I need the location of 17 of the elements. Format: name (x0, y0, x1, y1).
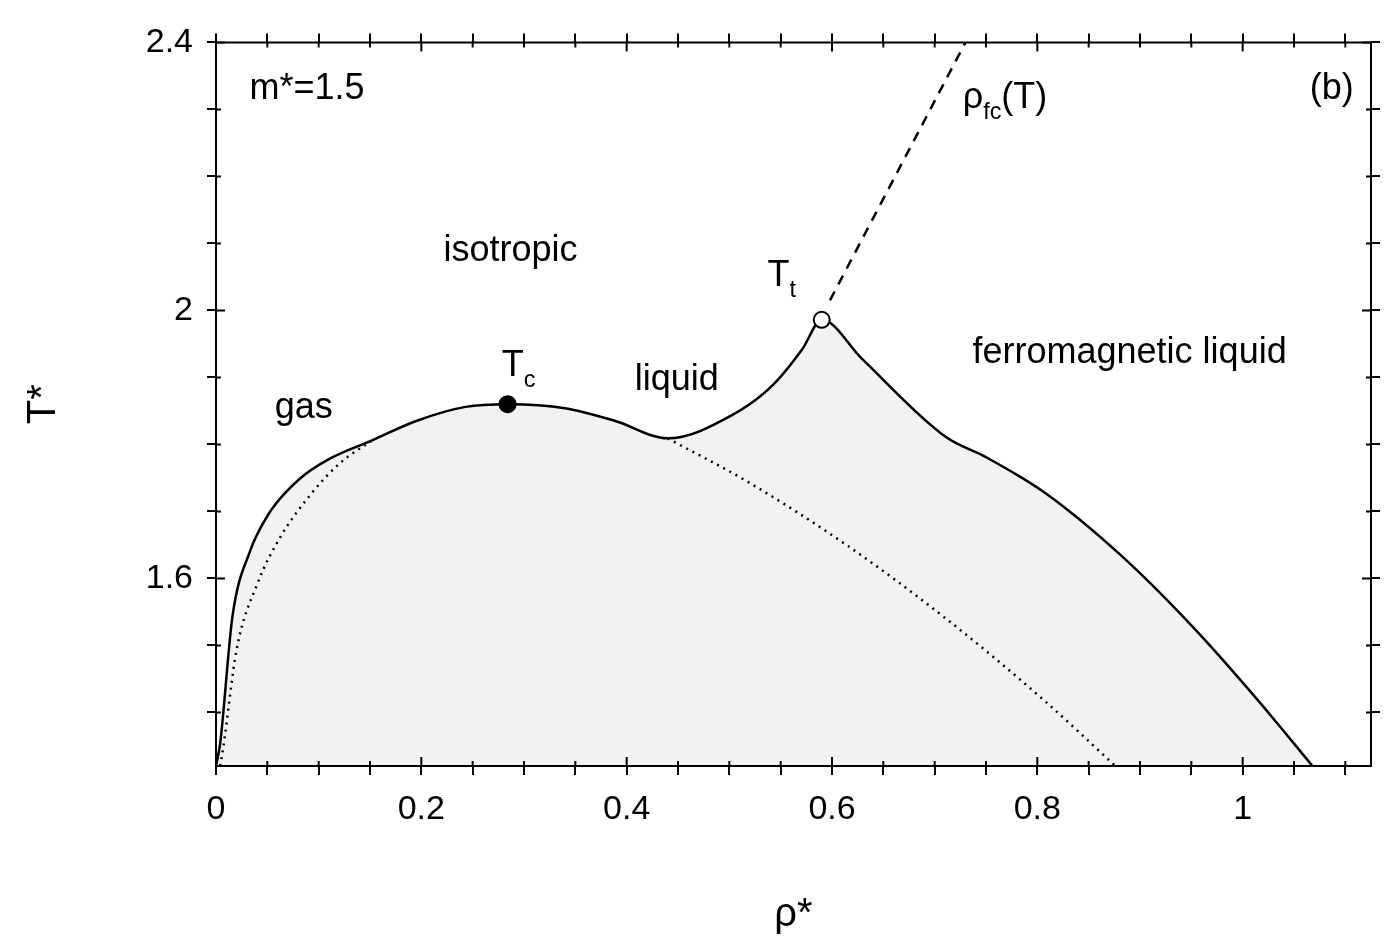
x-tick-label: 0.8 (1013, 787, 1061, 826)
x-axis-title: ρ* (774, 890, 813, 935)
annotation: gas (274, 384, 333, 426)
y-tick-label: 2 (174, 288, 193, 327)
annotation: (b) (1309, 66, 1354, 108)
annotation: ferromagnetic liquid (972, 330, 1287, 372)
x-tick-label: 0.2 (397, 787, 445, 826)
x-tick-label: 0.6 (808, 787, 856, 826)
y-axis-title: T* (19, 384, 64, 425)
x-tick-label: 1 (1233, 787, 1253, 826)
annotation: isotropic (443, 227, 578, 269)
x-tick-label: 0 (206, 787, 226, 826)
x-tick-label: 0.4 (603, 787, 651, 826)
y-tick-label: 2.4 (145, 20, 193, 59)
annotation: liquid (634, 357, 719, 399)
y-tick-label: 1.6 (145, 556, 193, 595)
annotation: m*=1.5 (249, 66, 365, 108)
